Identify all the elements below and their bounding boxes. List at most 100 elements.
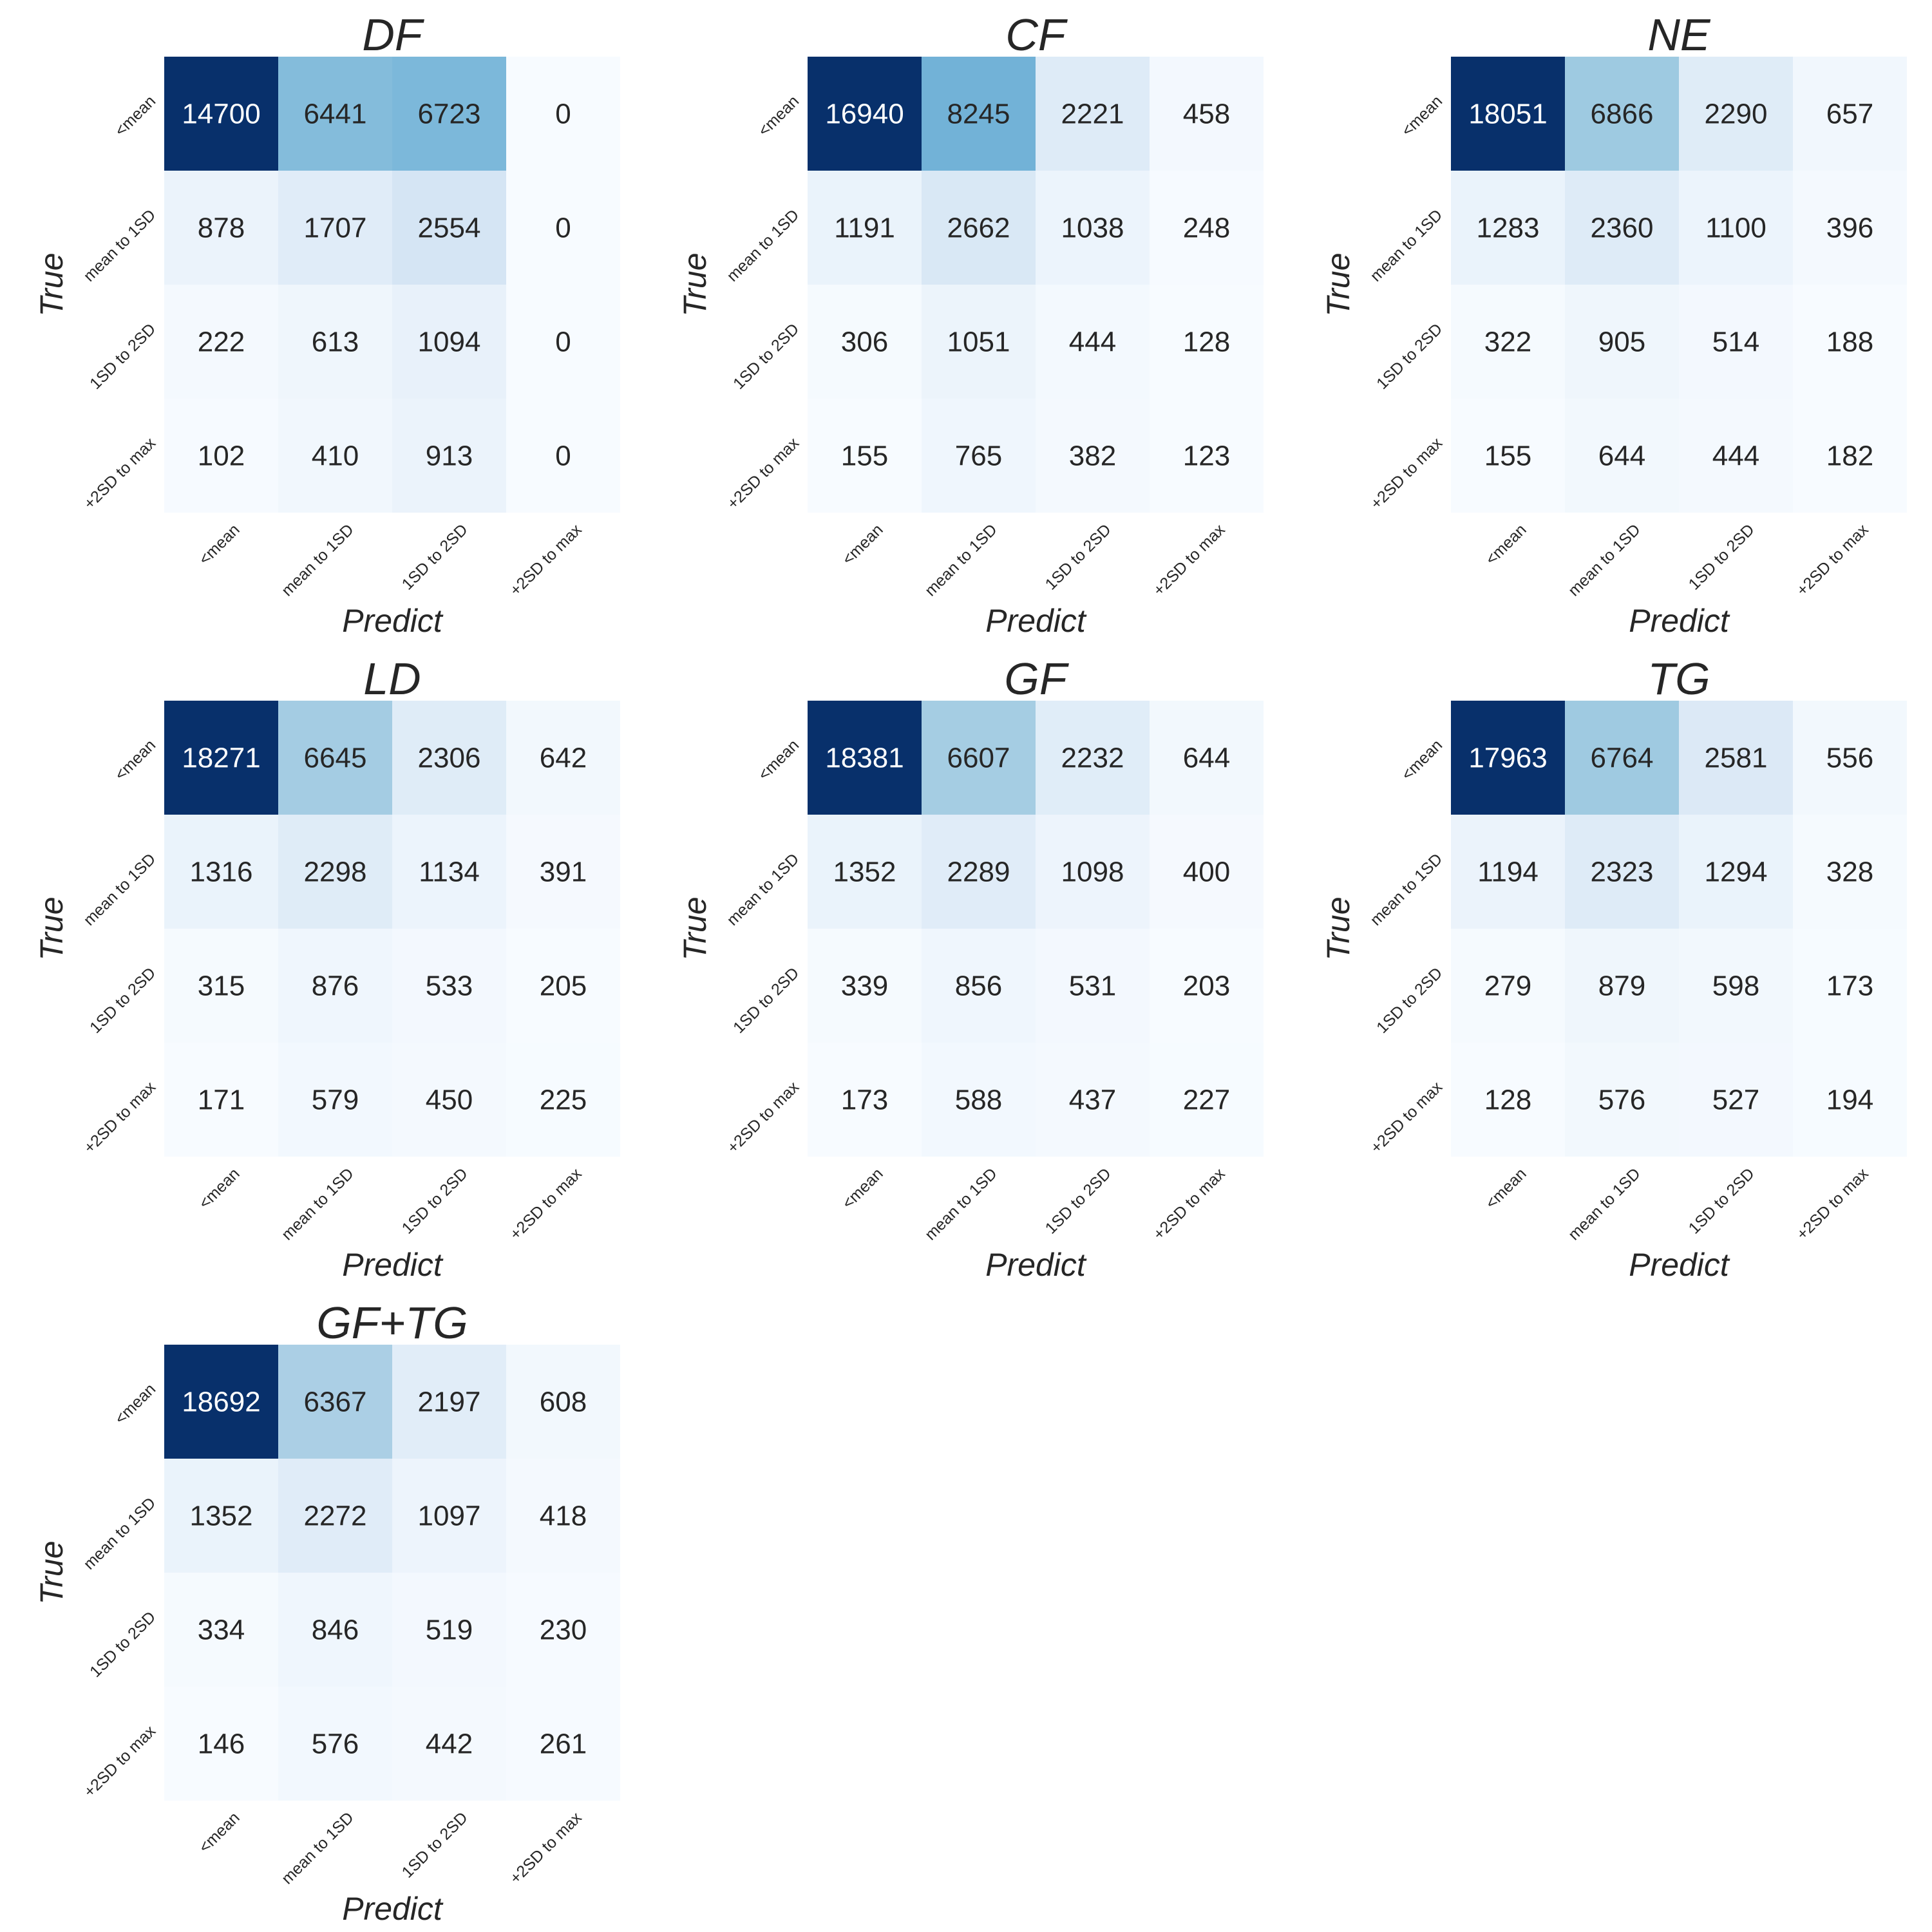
heatmap-cell: [1451, 815, 1565, 929]
y-tick-label: 1SD to 2SD: [1373, 964, 1446, 1037]
heatmap-cell: [278, 1459, 392, 1573]
heatmap-cell: [1565, 399, 1679, 513]
cell-value-label: 1194: [1477, 857, 1539, 888]
x-axis-label: Predict: [985, 603, 1087, 639]
cell-value-label: 0: [555, 440, 571, 472]
cell-value-label: 598: [1712, 971, 1759, 1002]
x-tick-label: <mean: [195, 1164, 243, 1212]
heatmap-cell: [392, 1345, 506, 1459]
x-tick-label: <mean: [838, 1164, 886, 1212]
heatmap-cell: [278, 1043, 392, 1157]
cell-value-label: 657: [1826, 99, 1873, 130]
x-tick-label: +2SD to max: [506, 520, 585, 600]
cell-value-label: 442: [426, 1728, 473, 1760]
heatmap-cell: [506, 1459, 620, 1573]
heatmap-cell: [506, 399, 620, 513]
cell-value-label: 2221: [1061, 99, 1124, 130]
heatmap-cell: [1679, 171, 1793, 285]
x-tick-label: +2SD to max: [1793, 520, 1872, 600]
heatmap-cell: [506, 171, 620, 285]
heatmap-cell: [1793, 171, 1907, 285]
y-tick-label: 1SD to 2SD: [1373, 320, 1446, 393]
heatmap-cell: [922, 57, 1036, 171]
cell-value-label: 2232: [1061, 743, 1124, 774]
cell-value-label: 2298: [304, 857, 367, 888]
heatmap-cell: [164, 1345, 278, 1459]
cell-value-label: 6764: [1591, 743, 1654, 774]
y-axis-label: True: [677, 896, 713, 960]
y-axis-label: True: [1320, 896, 1356, 960]
heatmap-cell: [922, 929, 1036, 1043]
heatmap-cell: [808, 57, 922, 171]
heatmap-cell: [808, 171, 922, 285]
cell-value-label: 18381: [825, 743, 904, 774]
heatmap-cell: [1451, 929, 1565, 1043]
heatmap-panel-tg: TG 17963 6764 2581 556 1194 2323 1294 328 279 879 5…: [1320, 654, 1907, 1283]
cell-value-label: 306: [841, 327, 888, 358]
y-tick-label: +2SD to max: [80, 1078, 160, 1157]
cell-value-label: 102: [198, 440, 245, 472]
heatmap-cell: [392, 1687, 506, 1801]
cell-value-label: 171: [198, 1084, 245, 1116]
x-tick-label: +2SD to max: [506, 1164, 585, 1244]
cell-value-label: 382: [1069, 440, 1116, 472]
heatmap-cell: [278, 171, 392, 285]
heatmap-cell: [164, 701, 278, 815]
cell-value-label: 608: [540, 1387, 587, 1418]
x-tick-label: +2SD to max: [1150, 1164, 1229, 1244]
heatmap-cell: [506, 1573, 620, 1687]
heatmap-cell: [1150, 285, 1264, 399]
cell-value-label: 128: [1484, 1084, 1531, 1116]
heatmap-cell: [392, 1043, 506, 1157]
cell-value-label: 1038: [1061, 213, 1124, 244]
x-axis-label: Predict: [1629, 603, 1730, 639]
heatmap-cell: [392, 285, 506, 399]
heatmap-cell: [1150, 701, 1264, 815]
cell-value-label: 437: [1069, 1084, 1116, 1116]
cell-value-label: 878: [198, 213, 245, 244]
cell-value-label: 6866: [1591, 99, 1654, 130]
heatmap-cell: [1565, 701, 1679, 815]
y-tick-label: mean to 1SD: [1367, 206, 1446, 285]
heatmap-cell: [1679, 701, 1793, 815]
cell-value-label: 1051: [947, 327, 1010, 358]
y-axis-label: True: [33, 1540, 70, 1604]
heatmap-cell: [808, 399, 922, 513]
cell-value-label: 16940: [825, 99, 904, 130]
heatmap-cell: [808, 285, 922, 399]
cell-value-label: 188: [1826, 327, 1873, 358]
heatmap-panel-ld: LD 18271 6645 2306 642 1316 2298 1134 391 315 876 5…: [33, 654, 620, 1283]
x-axis-label: Predict: [342, 603, 444, 639]
cell-value-label: 1352: [833, 857, 896, 888]
y-tick-label: 1SD to 2SD: [86, 964, 159, 1037]
heatmap-cell: [1036, 929, 1150, 1043]
heatmap-cell: [808, 815, 922, 929]
heatmap-cell: [1679, 57, 1793, 171]
cell-value-label: 1352: [190, 1501, 253, 1532]
cell-value-label: 913: [426, 440, 473, 472]
cell-value-label: 1098: [1061, 857, 1124, 888]
cell-value-label: 579: [312, 1084, 359, 1116]
heatmap-cell: [1451, 399, 1565, 513]
cell-value-label: 556: [1826, 743, 1873, 774]
cell-value-label: 14700: [182, 99, 260, 130]
panel-title: NE: [1647, 10, 1711, 60]
heatmap-cell: [164, 1573, 278, 1687]
cell-value-label: 146: [198, 1728, 245, 1760]
heatmap-cell: [1150, 171, 1264, 285]
cell-value-label: 391: [540, 857, 587, 888]
heatmap-cell: [164, 171, 278, 285]
heatmap-cell: [1451, 701, 1565, 815]
x-tick-label: <mean: [1482, 520, 1530, 568]
y-tick-label: mean to 1SD: [723, 850, 802, 929]
heatmap-cell: [1451, 285, 1565, 399]
heatmap-cell: [1565, 929, 1679, 1043]
cell-value-label: 876: [312, 971, 359, 1002]
heatmap-cell: [1451, 171, 1565, 285]
cell-value-label: 155: [1484, 440, 1531, 472]
panel-title: TG: [1647, 654, 1710, 704]
y-tick-label: +2SD to max: [80, 434, 160, 513]
cell-value-label: 418: [540, 1501, 587, 1532]
heatmap-cell: [1565, 815, 1679, 929]
heatmap-cell: [278, 57, 392, 171]
